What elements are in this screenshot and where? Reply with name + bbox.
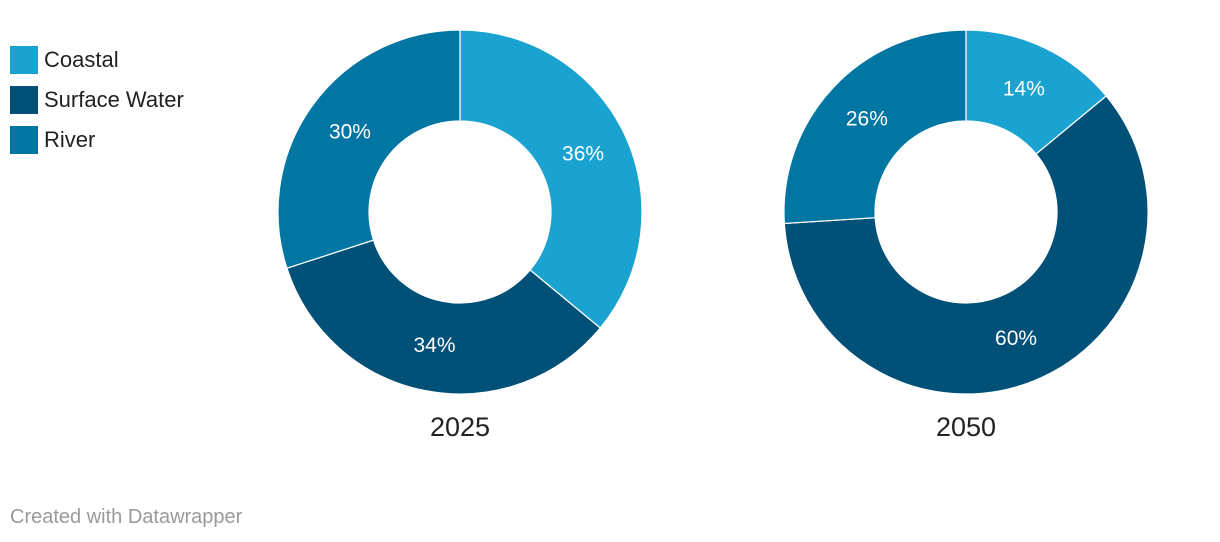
legend-item-coastal: Coastal [10, 40, 184, 80]
legend-label-surface-water: Surface Water [44, 87, 184, 112]
legend-label-coastal: Coastal [44, 47, 119, 72]
legend-swatch-river [10, 126, 38, 154]
legend-item-river: River [10, 120, 184, 160]
slice-2025-surface-water [286, 239, 602, 395]
legend-swatch-surface-water [10, 86, 38, 114]
legend-swatch-coastal [10, 46, 38, 74]
slice-2025-coastal [459, 29, 643, 329]
legend-item-surface-water: Surface Water [10, 80, 184, 120]
slice-label-2025-surface-water: 34% [414, 334, 456, 357]
slice-label-2025-river: 30% [329, 121, 371, 144]
slice-2050-surface-water [783, 95, 1149, 395]
slice-label-2025-coastal: 36% [562, 143, 604, 166]
donut-svg-2025: 36% 34% 30% [277, 29, 643, 395]
donut-chart-2025: 36% 34% 30% 2025 [250, 0, 670, 460]
donut-chart-2050: 14% 60% 26% 2050 [756, 0, 1176, 460]
chart-title-2025: 2025 [429, 412, 491, 442]
footer-credit: Created with Datawrapper [10, 506, 243, 528]
slice-2050-river [783, 29, 967, 225]
slice-label-2050-coastal: 14% [1003, 77, 1045, 100]
chart-title-2050: 2050 [935, 412, 997, 442]
legend: Coastal Surface Water River [10, 40, 184, 160]
legend-label-river: River [44, 127, 96, 152]
slice-2025-river [277, 29, 461, 269]
donut-svg-2050: 14% 60% 26% [783, 29, 1149, 395]
slice-label-2050-river: 26% [846, 107, 888, 130]
slice-label-2050-surface-water: 60% [995, 327, 1037, 350]
